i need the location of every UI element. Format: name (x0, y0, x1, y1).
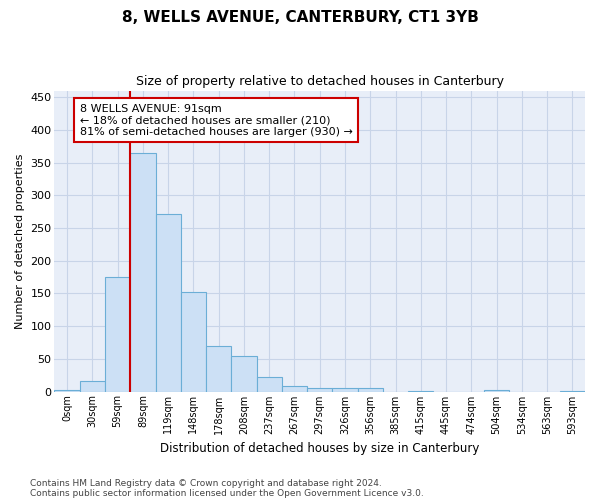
Text: 8 WELLS AVENUE: 91sqm
← 18% of detached houses are smaller (210)
81% of semi-det: 8 WELLS AVENUE: 91sqm ← 18% of detached … (80, 104, 353, 137)
Bar (332, 388, 358, 392)
Title: Size of property relative to detached houses in Canterbury: Size of property relative to detached ho… (136, 75, 504, 88)
Text: Contains public sector information licensed under the Open Government Licence v3: Contains public sector information licen… (30, 488, 424, 498)
Text: Contains HM Land Registry data © Crown copyright and database right 2024.: Contains HM Land Registry data © Crown c… (30, 478, 382, 488)
Bar (181, 292, 206, 392)
Text: 8, WELLS AVENUE, CANTERBURY, CT1 3YB: 8, WELLS AVENUE, CANTERBURY, CT1 3YB (122, 10, 478, 25)
Bar (560, 391, 585, 392)
Bar (130, 152, 155, 392)
Y-axis label: Number of detached properties: Number of detached properties (15, 154, 25, 328)
Bar (80, 381, 105, 392)
Bar (206, 346, 232, 392)
Bar (358, 388, 383, 392)
Bar (105, 277, 130, 392)
Bar (408, 391, 433, 392)
Bar (484, 390, 509, 392)
Bar (155, 214, 181, 392)
Bar (257, 377, 282, 392)
Bar (307, 388, 332, 392)
Bar (55, 390, 80, 392)
Bar (282, 386, 307, 392)
X-axis label: Distribution of detached houses by size in Canterbury: Distribution of detached houses by size … (160, 442, 479, 455)
Bar (232, 356, 257, 392)
